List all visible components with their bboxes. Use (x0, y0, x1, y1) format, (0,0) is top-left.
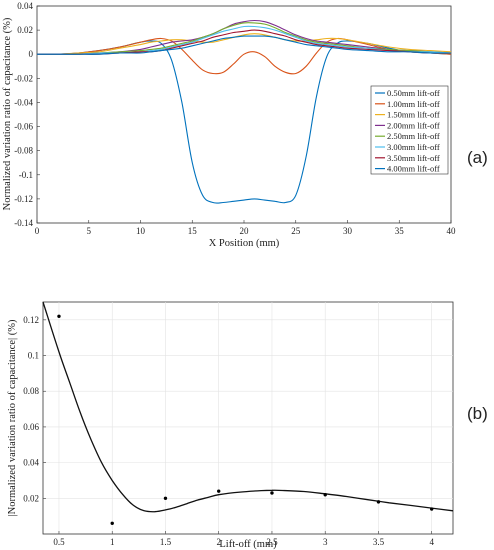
series-line-8 (37, 35, 452, 55)
y-tick-label: 0.02 (17, 25, 33, 35)
chart-a-series (36, 19, 452, 204)
chart-a-y-axis-label: Normalized variation ratio of capacitanc… (2, 17, 13, 210)
panel-label-b: (b) (467, 404, 488, 423)
x-tick-label: 30 (343, 226, 353, 236)
chart-b-ticks: 0.5 1 1.5 2 2.5 3 3.5 4 0.12 0.1 0.08 0.06 0.04 0.02 (23, 315, 434, 547)
y-tick-label: 0.12 (23, 315, 39, 325)
legend-label: 1.50mm lift-off (387, 110, 440, 120)
legend-label: 2.50mm lift-off (387, 131, 440, 141)
y-tick-label: -0.02 (14, 73, 33, 83)
x-tick-label: 35 (395, 226, 405, 236)
chart-a: 0 5 10 15 20 25 30 35 40 0.04 0.02 0 -0.02 -0.04 -0.06… (2, 1, 456, 249)
chart-b-y-axis-label: |Normalized variation ratio of capacitan… (7, 319, 18, 516)
legend-label: 0.50mm lift-off (387, 88, 440, 98)
x-tick-label: 40 (447, 226, 457, 236)
legend-label: 3.00mm lift-off (387, 142, 440, 152)
y-tick-label: 0.1 (28, 351, 39, 361)
series-line-7 (37, 29, 452, 55)
chart-b-grid (43, 302, 453, 534)
y-tick-label: 0.08 (23, 386, 39, 396)
y-tick-label: 0 (29, 49, 34, 59)
x-tick-label: 0 (35, 226, 40, 236)
series-line-4 (37, 19, 452, 55)
x-tick-label: 25 (291, 226, 301, 236)
x-tick-label: 2.5 (266, 537, 278, 547)
y-tick-label: 0.04 (23, 458, 39, 468)
y-tick-label: -0.08 (14, 146, 33, 156)
legend-label: 1.00mm lift-off (387, 99, 440, 109)
data-point (110, 521, 114, 525)
chart-a-x-axis-label: X Position (mm) (209, 238, 280, 249)
x-tick-label: 2 (216, 537, 221, 547)
x-tick-label: 1.5 (160, 537, 172, 547)
chart-b-fit-curve (42, 301, 454, 513)
x-tick-label: 3 (323, 537, 328, 547)
x-tick-label: 20 (240, 226, 250, 236)
legend-label: 2.00mm lift-off (387, 120, 440, 130)
data-point (217, 489, 221, 493)
y-tick-label: -0.14 (14, 218, 33, 228)
x-tick-label: 15 (188, 226, 198, 236)
data-point (430, 507, 434, 511)
x-tick-label: 3.5 (373, 537, 385, 547)
y-tick-label: -0.06 (14, 122, 33, 132)
x-tick-label: 0.5 (53, 537, 65, 547)
data-point (376, 500, 381, 504)
series-line-3 (36, 33, 452, 55)
data-point (323, 493, 327, 497)
chart-b-plot-area (42, 301, 454, 535)
chart-a-ticks: 0 5 10 15 20 25 30 35 40 0.04 0.02 0 -0.02 -0.04 -0.06… (14, 1, 456, 236)
chart-b: 0.5 1 1.5 2 2.5 3 3.5 40.120.10.080.060.040.02 … (7, 301, 454, 550)
x-tick-label: 10 (136, 226, 146, 236)
y-tick-label: -0.1 (19, 170, 33, 180)
y-tick-label: 0.02 (23, 493, 39, 503)
panel-label-a: (a) (467, 148, 488, 167)
chart-b-x-axis-label: Lift-off (mm) (219, 539, 277, 550)
legend-box (370, 85, 449, 175)
x-tick-label: 1 (110, 537, 115, 547)
fit-curve-line (42, 301, 454, 513)
data-point (57, 314, 61, 318)
chart-b-points (57, 314, 434, 525)
x-tick-label: 4 (429, 537, 434, 547)
data-point (270, 491, 274, 495)
y-tick-label: 0.04 (17, 1, 33, 11)
series-line-5 (37, 22, 452, 55)
legend-label: 3.50mm lift-off (387, 153, 440, 163)
y-tick-label: -0.12 (14, 194, 33, 204)
x-tick-label: 5 (87, 226, 92, 236)
data-point (163, 496, 168, 501)
y-tick-label: 0.06 (23, 422, 39, 432)
y-tick-label: -0.04 (14, 97, 33, 107)
legend-label: 4.00mm lift-off (387, 164, 440, 174)
